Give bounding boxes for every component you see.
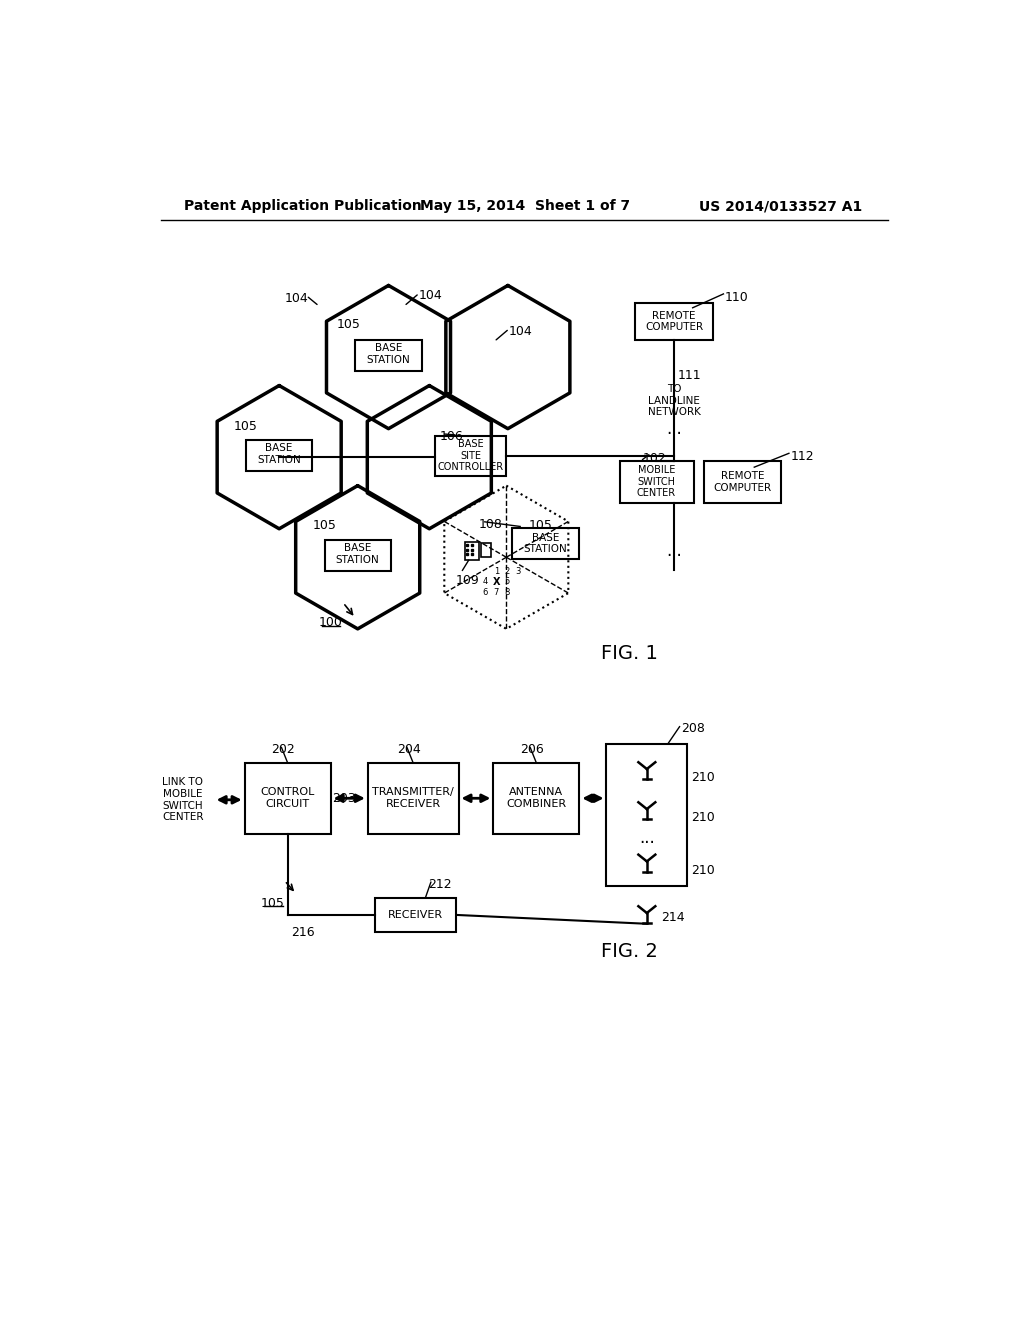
Text: 210: 210 (691, 865, 715, 878)
Text: 4: 4 (483, 577, 488, 586)
Text: BASE
STATION: BASE STATION (523, 532, 567, 554)
Text: ...: ... (639, 829, 654, 847)
FancyBboxPatch shape (606, 743, 687, 886)
Text: 204: 204 (397, 743, 421, 756)
Text: BASE
SITE
CONTROLLER: BASE SITE CONTROLLER (438, 440, 504, 473)
Text: X: X (493, 577, 500, 587)
FancyBboxPatch shape (481, 544, 490, 557)
Text: 109: 109 (456, 574, 479, 587)
Text: BASE
STATION: BASE STATION (257, 444, 301, 465)
Text: BASE
STATION: BASE STATION (336, 544, 380, 565)
FancyBboxPatch shape (355, 341, 422, 371)
Text: MOBILE
SWITCH
CENTER: MOBILE SWITCH CENTER (637, 465, 676, 499)
Text: REMOTE
COMPUTER: REMOTE COMPUTER (714, 471, 772, 492)
Text: 210: 210 (691, 771, 715, 784)
FancyBboxPatch shape (635, 304, 714, 341)
Text: 206: 206 (520, 743, 544, 756)
FancyBboxPatch shape (705, 461, 781, 503)
Text: 104: 104 (509, 325, 532, 338)
FancyBboxPatch shape (376, 898, 457, 932)
FancyBboxPatch shape (512, 528, 579, 558)
FancyBboxPatch shape (245, 763, 331, 834)
FancyBboxPatch shape (620, 461, 694, 503)
FancyBboxPatch shape (368, 763, 459, 834)
Text: 208: 208 (681, 722, 705, 735)
Text: 3: 3 (515, 566, 520, 576)
Text: 6: 6 (483, 589, 488, 597)
Text: 7: 7 (494, 589, 499, 597)
Text: ...: ... (667, 543, 682, 560)
Text: 104: 104 (419, 289, 442, 302)
FancyBboxPatch shape (435, 436, 506, 475)
Text: May 15, 2014  Sheet 1 of 7: May 15, 2014 Sheet 1 of 7 (420, 199, 630, 213)
Text: BASE
STATION: BASE STATION (367, 343, 411, 364)
FancyBboxPatch shape (494, 763, 580, 834)
Text: 105: 105 (312, 519, 337, 532)
Text: TO
LANDLINE
NETWORK: TO LANDLINE NETWORK (648, 384, 700, 417)
FancyBboxPatch shape (325, 540, 391, 572)
Text: 5: 5 (505, 577, 510, 586)
Text: 8: 8 (505, 589, 510, 597)
Text: 1: 1 (494, 566, 499, 576)
FancyBboxPatch shape (465, 543, 479, 560)
Text: 104: 104 (285, 292, 308, 305)
Text: 106: 106 (440, 430, 464, 444)
Text: 212: 212 (428, 878, 452, 891)
Text: 100: 100 (318, 616, 343, 630)
Text: LINK TO
MOBILE
SWITCH
CENTER: LINK TO MOBILE SWITCH CENTER (162, 777, 204, 822)
Text: 203: 203 (333, 792, 356, 805)
Text: RECEIVER: RECEIVER (388, 909, 443, 920)
Text: FIG. 2: FIG. 2 (601, 942, 658, 961)
Text: 108: 108 (478, 517, 503, 531)
Text: 210: 210 (691, 812, 715, 825)
FancyBboxPatch shape (246, 441, 312, 471)
Text: 105: 105 (337, 318, 360, 331)
Text: 111: 111 (678, 370, 701, 383)
Text: 102: 102 (643, 451, 667, 465)
Text: ANTENNA
COMBINER: ANTENNA COMBINER (506, 788, 566, 809)
Text: 105: 105 (529, 519, 553, 532)
Text: Patent Application Publication: Patent Application Publication (184, 199, 422, 213)
Text: 216: 216 (292, 925, 315, 939)
Text: 110: 110 (725, 290, 749, 304)
Text: FIG. 1: FIG. 1 (601, 644, 658, 663)
Text: 112: 112 (791, 450, 814, 463)
Text: 2: 2 (505, 566, 510, 576)
Text: 202: 202 (271, 743, 295, 756)
Text: ...: ... (667, 421, 682, 438)
Text: 105: 105 (261, 898, 285, 911)
Text: REMOTE
COMPUTER: REMOTE COMPUTER (645, 310, 703, 333)
Text: 105: 105 (234, 420, 258, 433)
Text: 214: 214 (660, 911, 684, 924)
Text: US 2014/0133527 A1: US 2014/0133527 A1 (698, 199, 862, 213)
Text: CONTROL
CIRCUIT: CONTROL CIRCUIT (260, 788, 314, 809)
Text: TRANSMITTER/
RECEIVER: TRANSMITTER/ RECEIVER (373, 788, 454, 809)
